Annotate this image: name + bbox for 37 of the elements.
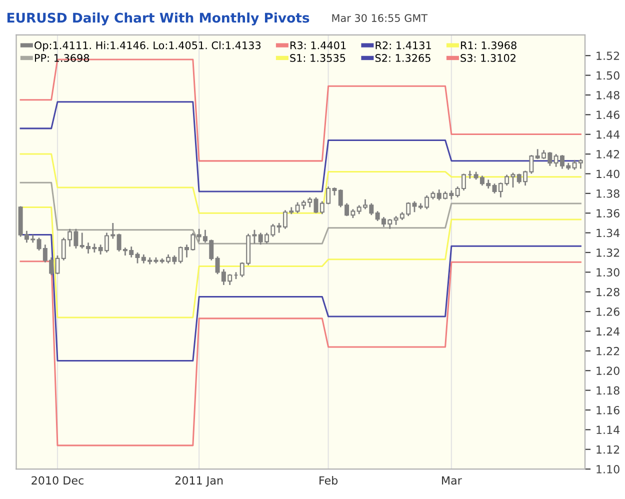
line-series [20, 101, 582, 192]
legend-label: PP: 1.3698 [34, 54, 90, 62]
y-tick-label: 1.24 [596, 327, 620, 336]
x-tick-label: 2010 Dec [32, 476, 84, 485]
chart-subtitle: Mar 30 16:55 GMT [332, 14, 428, 22]
y-tick-label: 1.30 [596, 268, 620, 277]
annotation: Op:1.4111. Hi:1.4146. Lo:1.4051. Cl:1.4133 [34, 41, 261, 52]
y-tick-label: 1.42 [596, 150, 620, 158]
y-tick-label: 1.38 [596, 189, 620, 198]
legend-label: S2: 1.3265 [375, 54, 430, 62]
y-tick-label: 1.14 [596, 426, 620, 434]
y-tick-label: 1.48 [596, 90, 620, 100]
y-tick-label: 1.22 [596, 346, 620, 356]
legend-label: R1: 1.3968 [461, 41, 516, 50]
x-tick-label: 2011 Jan [175, 476, 223, 487]
y-tick-label: 1.52 [596, 52, 620, 60]
y-tick-label: 1.32 [596, 248, 620, 257]
y-tick-label: 1.20 [596, 366, 620, 375]
y-tick-label: 1.44 [596, 130, 620, 139]
legend-label: S3: 1.3102 [460, 54, 516, 62]
x-tick-label: Mar [442, 476, 462, 485]
y-tick-label: 1.40 [596, 170, 620, 178]
legend-label: R3: 1.4401 [290, 41, 346, 50]
y-tick-label: 1.28 [596, 288, 620, 296]
y-tick-label: 1.34 [596, 228, 620, 238]
y-tick-label: 1.26 [596, 308, 620, 316]
legend-label: R2: 1.4131 [376, 41, 431, 50]
legend-label: S1: 1.3535 [290, 54, 346, 62]
y-tick-label: 1.12 [596, 445, 620, 454]
y-tick-label: 1.46 [596, 110, 620, 120]
y-tick-label: 1.16 [596, 406, 620, 414]
y-tick-label: 1.50 [596, 71, 620, 80]
y-tick-label: 1.36 [596, 209, 620, 218]
x-tick-label: Feb [320, 476, 338, 485]
y-tick-label: 1.10 [596, 465, 620, 474]
chart-title: EURUSD Daily Chart With Monthly Pivots [7, 12, 310, 26]
y-tick-label: 1.18 [596, 386, 620, 395]
